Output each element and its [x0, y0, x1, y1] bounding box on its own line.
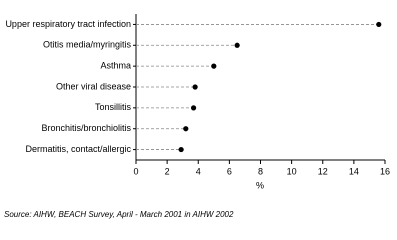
x-axis-label: %	[256, 180, 264, 190]
dot	[234, 42, 240, 48]
source-note: Source: AIHW, BEACH Survey, April - Marc…	[4, 210, 234, 219]
dot	[183, 126, 189, 132]
dot	[211, 63, 217, 69]
y-tick-label: Bronchitis/bronchiolitis	[41, 123, 131, 133]
y-tick-label: Otitis media/myringitis	[43, 40, 132, 50]
x-tick-label: 8	[258, 166, 263, 176]
dot	[376, 21, 382, 28]
y-tick-label: Upper respiratory tract infection	[5, 19, 131, 29]
y-tick-label: Other viral disease	[56, 81, 131, 91]
x-tick-label: 14	[349, 166, 359, 176]
x-tick-label: 16	[380, 166, 390, 176]
x-tick-label: 10	[287, 166, 297, 176]
page: % Source: AIHW, BEACH Survey, April - Ma…	[4, 14, 391, 220]
x-tick-label: 0	[133, 166, 138, 176]
dot	[178, 146, 184, 153]
y-tick-label: Asthma	[100, 61, 131, 71]
x-tick-label: 12	[318, 166, 328, 176]
chart: % Source: AIHW, BEACH Survey, April - Ma…	[4, 14, 390, 219]
x-tick-label: 6	[227, 166, 232, 176]
x-tick-label: 4	[196, 166, 201, 176]
dot	[190, 105, 197, 111]
x-tick-label: 2	[165, 166, 170, 176]
y-tick-label: Tonsillitis	[95, 102, 132, 112]
y-tick-label: Dermatitis, contact/allergic	[25, 144, 131, 154]
dot	[192, 84, 198, 90]
